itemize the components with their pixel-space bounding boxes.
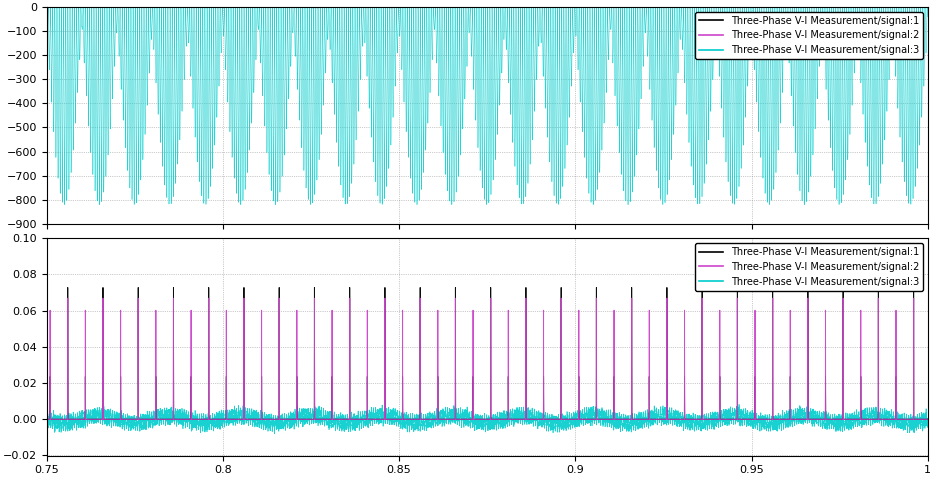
Legend: Three-Phase V-I Measurement/signal:1, Three-Phase V-I Measurement/signal:2, Thre: Three-Phase V-I Measurement/signal:1, Th… bbox=[695, 243, 923, 291]
Legend: Three-Phase V-I Measurement/signal:1, Three-Phase V-I Measurement/signal:2, Thre: Three-Phase V-I Measurement/signal:1, Th… bbox=[695, 11, 923, 59]
